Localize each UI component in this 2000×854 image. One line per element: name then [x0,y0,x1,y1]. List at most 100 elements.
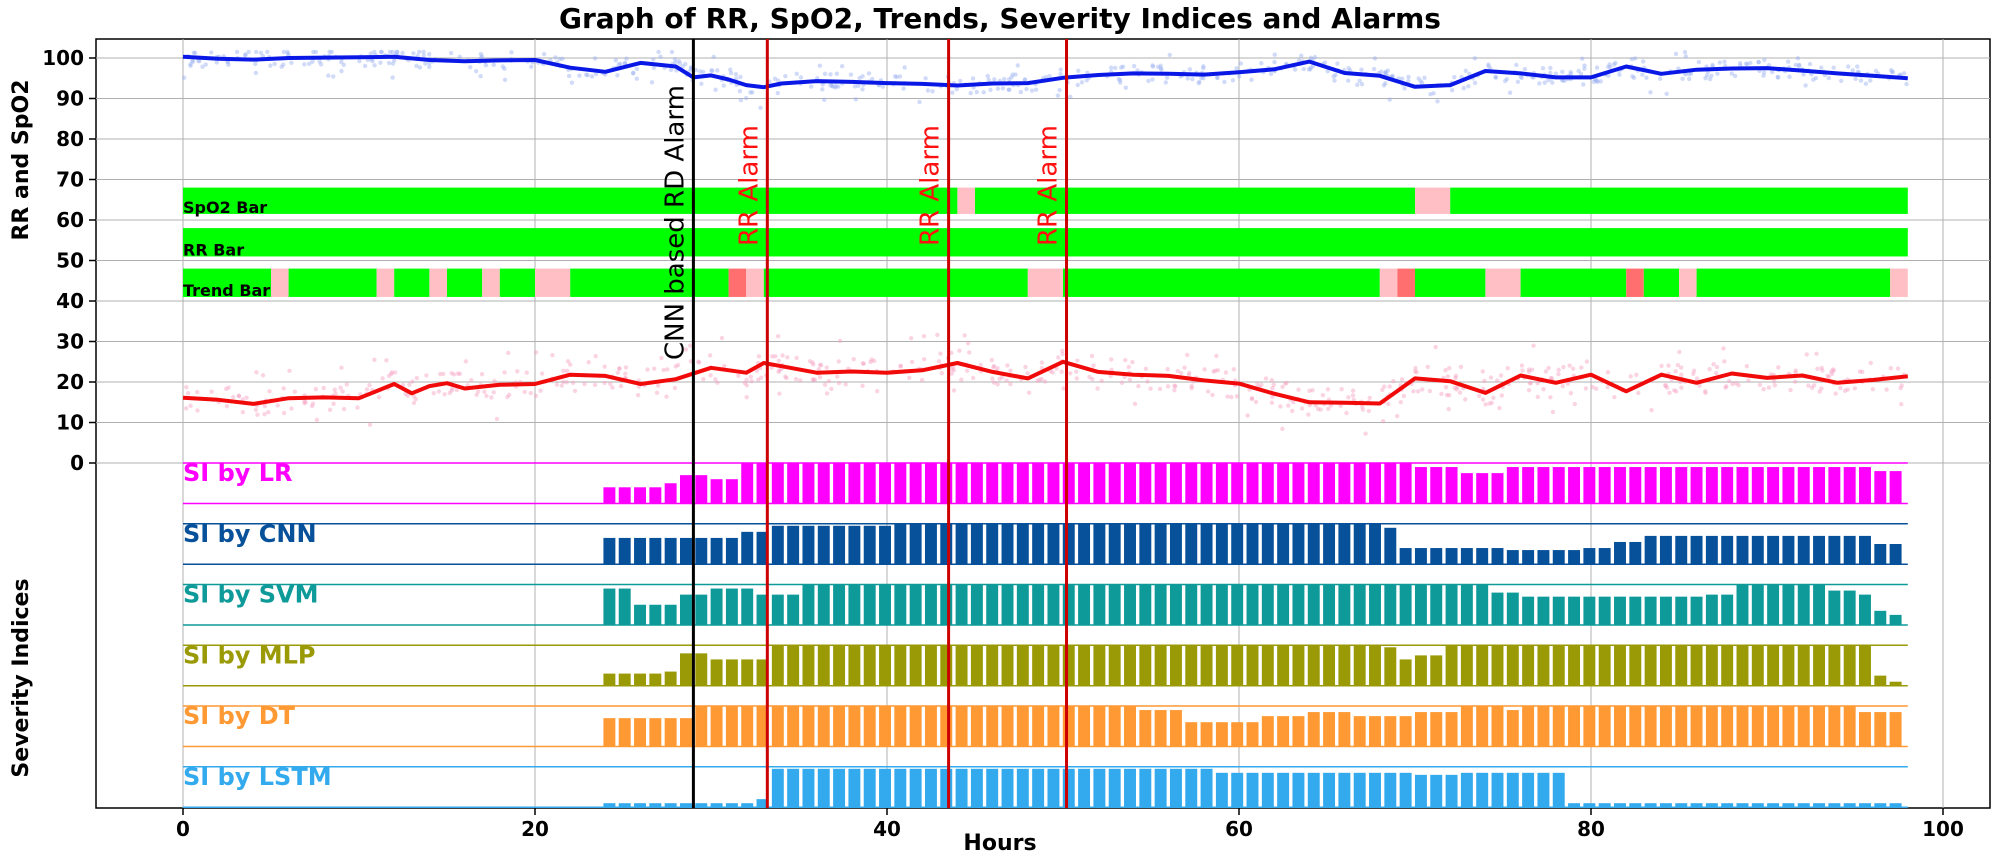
raw-measurement-point [447,390,452,396]
severity-bar [1614,596,1626,625]
raw-measurement-point [1553,71,1559,76]
raw-measurement-point [1201,64,1206,69]
raw-measurement-point [1131,63,1137,69]
raw-measurement-point [1359,67,1364,72]
y-tick-label: 70 [56,168,84,192]
severity-bar [1154,463,1167,504]
raw-measurement-point [1346,65,1351,71]
raw-measurement-point [949,371,954,376]
raw-measurement-point [1514,62,1519,68]
raw-measurement-point [253,70,259,76]
raw-measurement-point [191,50,196,55]
raw-measurement-point [1189,383,1194,389]
severity-bar [1093,706,1106,747]
severity-bar [1292,523,1305,565]
status-bar-segment [1626,268,1644,297]
raw-measurement-point [262,411,267,417]
raw-measurement-point [655,383,661,388]
severity-bar [1629,596,1642,625]
raw-measurement-point [524,370,529,375]
raw-measurement-point [1452,75,1457,80]
y-tick-label: 20 [56,370,84,394]
raw-measurement-point [1713,370,1719,376]
raw-measurement-point [1901,71,1907,76]
raw-measurement-point [1164,75,1170,80]
raw-measurement-point [1359,404,1365,409]
raw-measurement-point [313,386,319,392]
raw-measurement-point [624,56,629,61]
raw-measurement-point [1723,385,1728,390]
raw-measurement-point [974,89,979,95]
raw-measurement-point [834,71,840,76]
severity-bar [679,594,692,625]
raw-measurement-point [1058,71,1063,77]
raw-measurement-point [372,49,377,55]
severity-bar [710,706,723,747]
raw-measurement-point [1363,431,1368,436]
raw-measurement-point [750,90,755,95]
severity-bar [1690,596,1703,625]
severity-bar [817,645,830,686]
raw-measurement-point [281,49,287,55]
severity-bar [1430,655,1443,686]
raw-measurement-point [874,389,880,394]
raw-measurement-point [713,377,718,382]
severity-bar [1430,712,1443,747]
raw-measurement-point [1733,381,1739,386]
severity-bar [1568,467,1581,504]
severity-bar [1767,584,1780,625]
severity-bar [1736,584,1749,625]
severity-bar [1568,550,1581,565]
raw-measurement-point [1683,54,1689,59]
severity-bar [679,718,692,747]
raw-measurement-point [329,49,334,55]
raw-measurement-point [1306,67,1312,72]
severity-bar [1583,645,1596,686]
raw-measurement-point [1826,75,1832,81]
severity-bar [649,537,662,565]
raw-measurement-point [541,51,547,57]
raw-measurement-point [1307,388,1312,393]
raw-measurement-point [1253,399,1259,405]
raw-measurement-point [421,53,426,58]
x-tick-label: 20 [521,817,549,841]
raw-measurement-point [569,80,575,85]
raw-measurement-point [1640,59,1646,64]
severity-bar [817,584,830,625]
raw-measurement-point [1428,92,1433,97]
severity-bar [833,525,846,565]
raw-measurement-point [1165,384,1171,389]
severity-bar [664,671,677,686]
severity-bar [664,803,677,808]
raw-measurement-point [1132,401,1138,406]
severity-bar [1491,772,1504,808]
severity-bar [1767,803,1780,808]
raw-measurement-point [615,370,621,375]
severity-bar [1108,706,1121,747]
raw-measurement-point [965,340,971,346]
status-bar-segment [1379,268,1398,297]
raw-measurement-point [1308,67,1313,72]
raw-measurement-point [184,384,189,390]
severity-bar [1353,463,1366,504]
severity-bar [1843,706,1856,747]
raw-measurement-point [659,355,664,361]
severity-bar [1522,645,1535,686]
severity-bar [1659,596,1672,625]
severity-bar [1016,768,1029,808]
raw-measurement-point [378,49,384,55]
raw-measurement-point [1190,76,1195,82]
raw-measurement-point [314,417,320,423]
raw-measurement-point [502,77,508,83]
raw-measurement-point [1074,376,1079,381]
raw-measurement-point [1000,86,1006,91]
severity-bar [1598,548,1611,565]
raw-measurement-point [935,332,940,338]
raw-measurement-point [1788,387,1793,393]
severity-bar [1675,535,1688,565]
raw-measurement-point [1634,372,1639,377]
raw-measurement-point [554,382,560,387]
severity-bar [603,537,616,565]
severity-bar [1644,535,1657,565]
raw-measurement-point [1568,390,1574,396]
